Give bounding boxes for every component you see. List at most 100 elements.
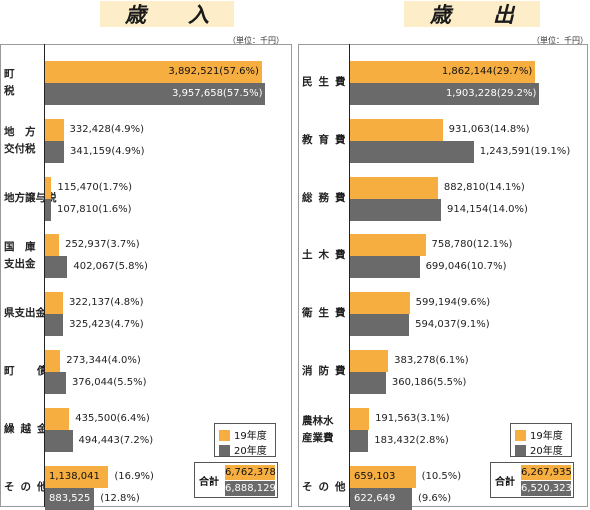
revenue-value-label: 494,443(7.2%) xyxy=(78,434,154,446)
expenditure-category-label: 農林水 xyxy=(302,414,334,427)
revenue-category-label: 繰越金 xyxy=(4,422,54,435)
expenditure-bar-fy19 xyxy=(350,61,536,83)
expenditure-bar-fy20 xyxy=(350,487,412,510)
revenue-bar-fy20 xyxy=(45,256,68,279)
expenditure-value-label: 659,103 xyxy=(354,470,396,482)
expenditure-value-label: 183,432(2.8%) xyxy=(374,434,449,446)
expenditure-bar-fy19 xyxy=(350,407,370,430)
revenue-value-label: 115,470(1.7%) xyxy=(57,181,132,193)
revenue-legend-label: 19年度 xyxy=(234,431,267,442)
expenditure-legend-entry: 20年度 xyxy=(515,442,563,457)
revenue-value-label: 883,525 xyxy=(49,492,91,504)
expenditure-bar-fy20 xyxy=(350,429,369,452)
revenue-bar-fy19 xyxy=(45,465,109,488)
revenue-category-label: 税 xyxy=(4,85,15,97)
expenditure-legend-label: 20年度 xyxy=(530,446,563,457)
expenditure-value-label: 1,862,144(29.7%) xyxy=(441,66,533,77)
expenditure-bar-fy20 xyxy=(350,372,386,394)
expenditure-value-label: 1,903,228(29.2%) xyxy=(445,88,537,99)
revenue-bar-fy20 xyxy=(45,314,64,337)
revenue-bar-fy19 xyxy=(45,118,64,141)
expenditure-bar-fy20 xyxy=(350,198,441,221)
expenditure-value-label: 383,278(6.1%) xyxy=(394,355,469,366)
revenue-value-label: 252,937(3.7%) xyxy=(65,239,140,251)
expenditure-category-label: 消防費 xyxy=(302,365,352,377)
revenue-category-label: 町 債 xyxy=(4,365,54,377)
expenditure-category-label: 産業費 xyxy=(302,431,334,444)
revenue-value-label: 332,428(4.9%) xyxy=(69,123,145,135)
revenue-value-label: 341,159(4.9%) xyxy=(70,145,145,157)
revenue-totals-box: 合計 6,762,378 6,888,129 xyxy=(194,462,278,498)
revenue-category-label: 支出金 xyxy=(4,258,36,271)
revenue-unit-note: （単位：千円） xyxy=(228,36,284,45)
expenditure-value-label: 699,046(10.7%) xyxy=(425,261,507,273)
revenue-bar-fy20 xyxy=(45,83,266,105)
expenditure-title-background xyxy=(404,1,540,27)
revenue-bar-fy19 xyxy=(45,234,60,257)
revenue-legend-entry: 19年度 xyxy=(219,427,267,442)
revenue-bar-fy19 xyxy=(45,292,63,315)
revenue-category-label: 交付税 xyxy=(4,142,36,155)
expenditure-bar-fy19 xyxy=(350,118,443,141)
expenditure-legend-label: 19年度 xyxy=(530,431,563,442)
expenditure-value-label: 758,780(12.1%) xyxy=(431,239,513,251)
expenditure-category-label: 衛生費 xyxy=(302,307,352,320)
expenditure-value-label: 622,649 xyxy=(354,492,396,504)
expenditure-bar-fy19 xyxy=(350,234,426,257)
revenue-total-fy20: 6,888,129 xyxy=(225,481,276,496)
expenditure-value-label: 191,563(3.1%) xyxy=(375,412,450,424)
revenue-total-fy19: 6,762,378 xyxy=(225,465,276,480)
expenditure-value-label: 360,186(5.5%) xyxy=(391,377,467,388)
revenue-category-label: 地方譲与税 xyxy=(4,191,57,204)
expenditure-value-label: 931,063(14.8%) xyxy=(448,123,530,135)
expenditure-title: 歳 出 xyxy=(430,3,514,27)
expenditure-legend-entry: 19年度 xyxy=(515,427,563,442)
expenditure-value-label: 1,243,591(19.1%) xyxy=(479,145,571,157)
expenditure-category-label: 土木費 xyxy=(302,249,352,262)
revenue-category-label: 県支出金 xyxy=(4,307,46,320)
expenditure-legend: 19年度 20年度 xyxy=(510,423,572,457)
revenue-bar-fy20 xyxy=(45,487,95,510)
revenue-bar-fy20 xyxy=(45,198,51,221)
expenditure-total-fy19: 6,267,935 xyxy=(521,465,572,480)
revenue-value-label: 435,500(6.4%) xyxy=(75,412,150,424)
revenue-legend-swatch xyxy=(219,430,230,441)
expenditure-unit-note: （単位：千円） xyxy=(532,36,588,45)
revenue-value-label: 1,138,041 xyxy=(49,470,100,482)
expenditure-totals-box: 合計 6,267,935 6,520,323 xyxy=(490,462,574,498)
revenue-value-label: 3,957,658(57.5%) xyxy=(172,88,263,99)
revenue-plot-area xyxy=(44,44,278,507)
expenditure-bar-fy19 xyxy=(350,176,438,199)
revenue-legend: 19年度 20年度 xyxy=(214,423,276,457)
expenditure-category-label: 総務費 xyxy=(302,191,352,204)
expenditure-value-label: 914,154(14.0%) xyxy=(446,203,528,215)
revenue-value-label: 3,892,521(57.6%) xyxy=(168,66,259,77)
expenditure-bar-fy19 xyxy=(350,465,416,488)
revenue-bar-fy20 xyxy=(45,429,73,452)
revenue-legend-label: 20年度 xyxy=(234,446,267,457)
revenue-title: 歳 入 xyxy=(125,3,209,27)
revenue-bar-fy20 xyxy=(45,140,64,163)
expenditure-category-label: 教育費 xyxy=(302,133,352,146)
revenue-bar-fy20 xyxy=(45,372,66,394)
revenue-percent-label: (12.8%) xyxy=(100,492,140,504)
expenditure-plot-area xyxy=(349,44,555,507)
expenditure-category-label: その他 xyxy=(302,480,352,493)
revenue-percent-label: (16.9%) xyxy=(114,470,154,482)
revenue-bar-fy19 xyxy=(45,407,70,430)
expenditure-total-fy20: 6,520,323 xyxy=(521,481,572,496)
revenue-value-label: 273,344(4.0%) xyxy=(66,355,141,366)
expenditure-bar-fy20 xyxy=(350,140,474,163)
revenue-totals-label: 合計 xyxy=(199,477,219,488)
expenditure-legend-swatch xyxy=(515,430,526,441)
revenue-category-label: 町 xyxy=(4,68,15,80)
revenue-bar-fy19 xyxy=(45,61,262,83)
revenue-category-label: 地 方 xyxy=(4,125,36,138)
revenue-title-banner: 歳 入 xyxy=(100,1,234,31)
revenue-bar-fy19 xyxy=(45,176,52,199)
revenue-bar-fy19 xyxy=(45,350,61,372)
expenditure-bar-fy20 xyxy=(350,314,410,337)
expenditure-value-label: 599,194(9.6%) xyxy=(415,297,491,309)
expenditure-value-label: 882,810(14.1%) xyxy=(443,181,525,193)
revenue-legend-swatch xyxy=(219,445,230,456)
